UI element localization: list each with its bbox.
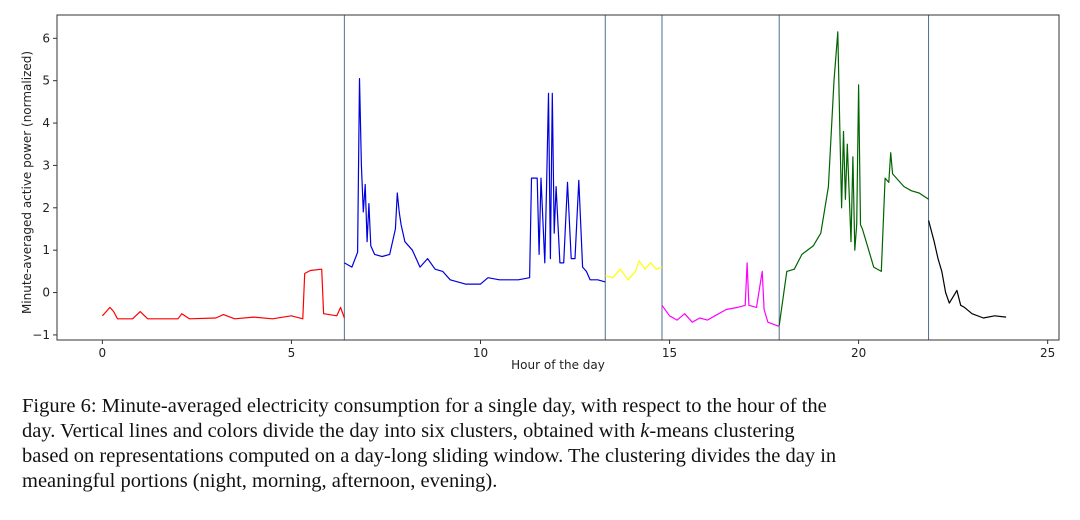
x-tick-label: 0: [99, 346, 107, 360]
y-tick-label: 3: [42, 158, 50, 172]
series-line-5: [778, 31, 929, 326]
caption-line-1: Figure 6: Minute-averaged electricity co…: [22, 394, 1062, 419]
caption-line-4: meaningful portions (night, morning, aft…: [22, 469, 1062, 494]
x-tick-label: 25: [1040, 346, 1055, 360]
x-tick-label: 10: [473, 346, 488, 360]
caption-text: meaningful portions (night, morning, aft…: [22, 470, 498, 492]
y-axis-label: Minute-averaged active power (normalized…: [20, 51, 34, 314]
y-tick-label: 2: [42, 201, 50, 215]
series-line-4: [661, 262, 780, 327]
caption-text: Figure 6: Minute-averaged electricity co…: [22, 395, 827, 417]
x-axis: 0 5 10 15 20 25: [99, 340, 1055, 360]
y-tick-label: 5: [42, 74, 50, 88]
y-tick-label: −1: [32, 328, 50, 342]
y-tick-label: 6: [42, 31, 50, 45]
caption-math-k: k: [640, 420, 650, 442]
plot-frame: [56, 14, 1060, 341]
y-tick-label: 0: [42, 286, 50, 300]
series-line-2: [344, 77, 606, 285]
x-tick-label: 20: [851, 346, 866, 360]
figure-caption: Figure 6: Minute-averaged electricity co…: [22, 394, 1062, 494]
x-tick-label: 5: [288, 346, 296, 360]
caption-line-2: day. Vertical lines and colors divide th…: [22, 419, 1062, 444]
x-tick-label: 15: [662, 346, 677, 360]
series-line-1: [101, 268, 345, 320]
series-line-3: [605, 260, 663, 281]
caption-line-3: based on representations computed on a d…: [22, 444, 1062, 469]
y-tick-label: 4: [42, 116, 50, 130]
caption-text: -means clustering: [649, 420, 795, 442]
chart: 0 5 10 15 20 25 −1 0 1 2 3 4 5 6 Hour of the day Min…: [20, 14, 1060, 372]
series-line-6: [928, 220, 1007, 319]
plot-area: [101, 15, 1007, 340]
y-tick-label: 1: [42, 243, 50, 257]
caption-text: based on representations computed on a d…: [22, 445, 837, 467]
x-axis-label: Hour of the day: [511, 358, 605, 372]
caption-text: day. Vertical lines and colors divide th…: [22, 420, 641, 442]
y-axis: −1 0 1 2 3 4 5 6: [32, 31, 57, 342]
